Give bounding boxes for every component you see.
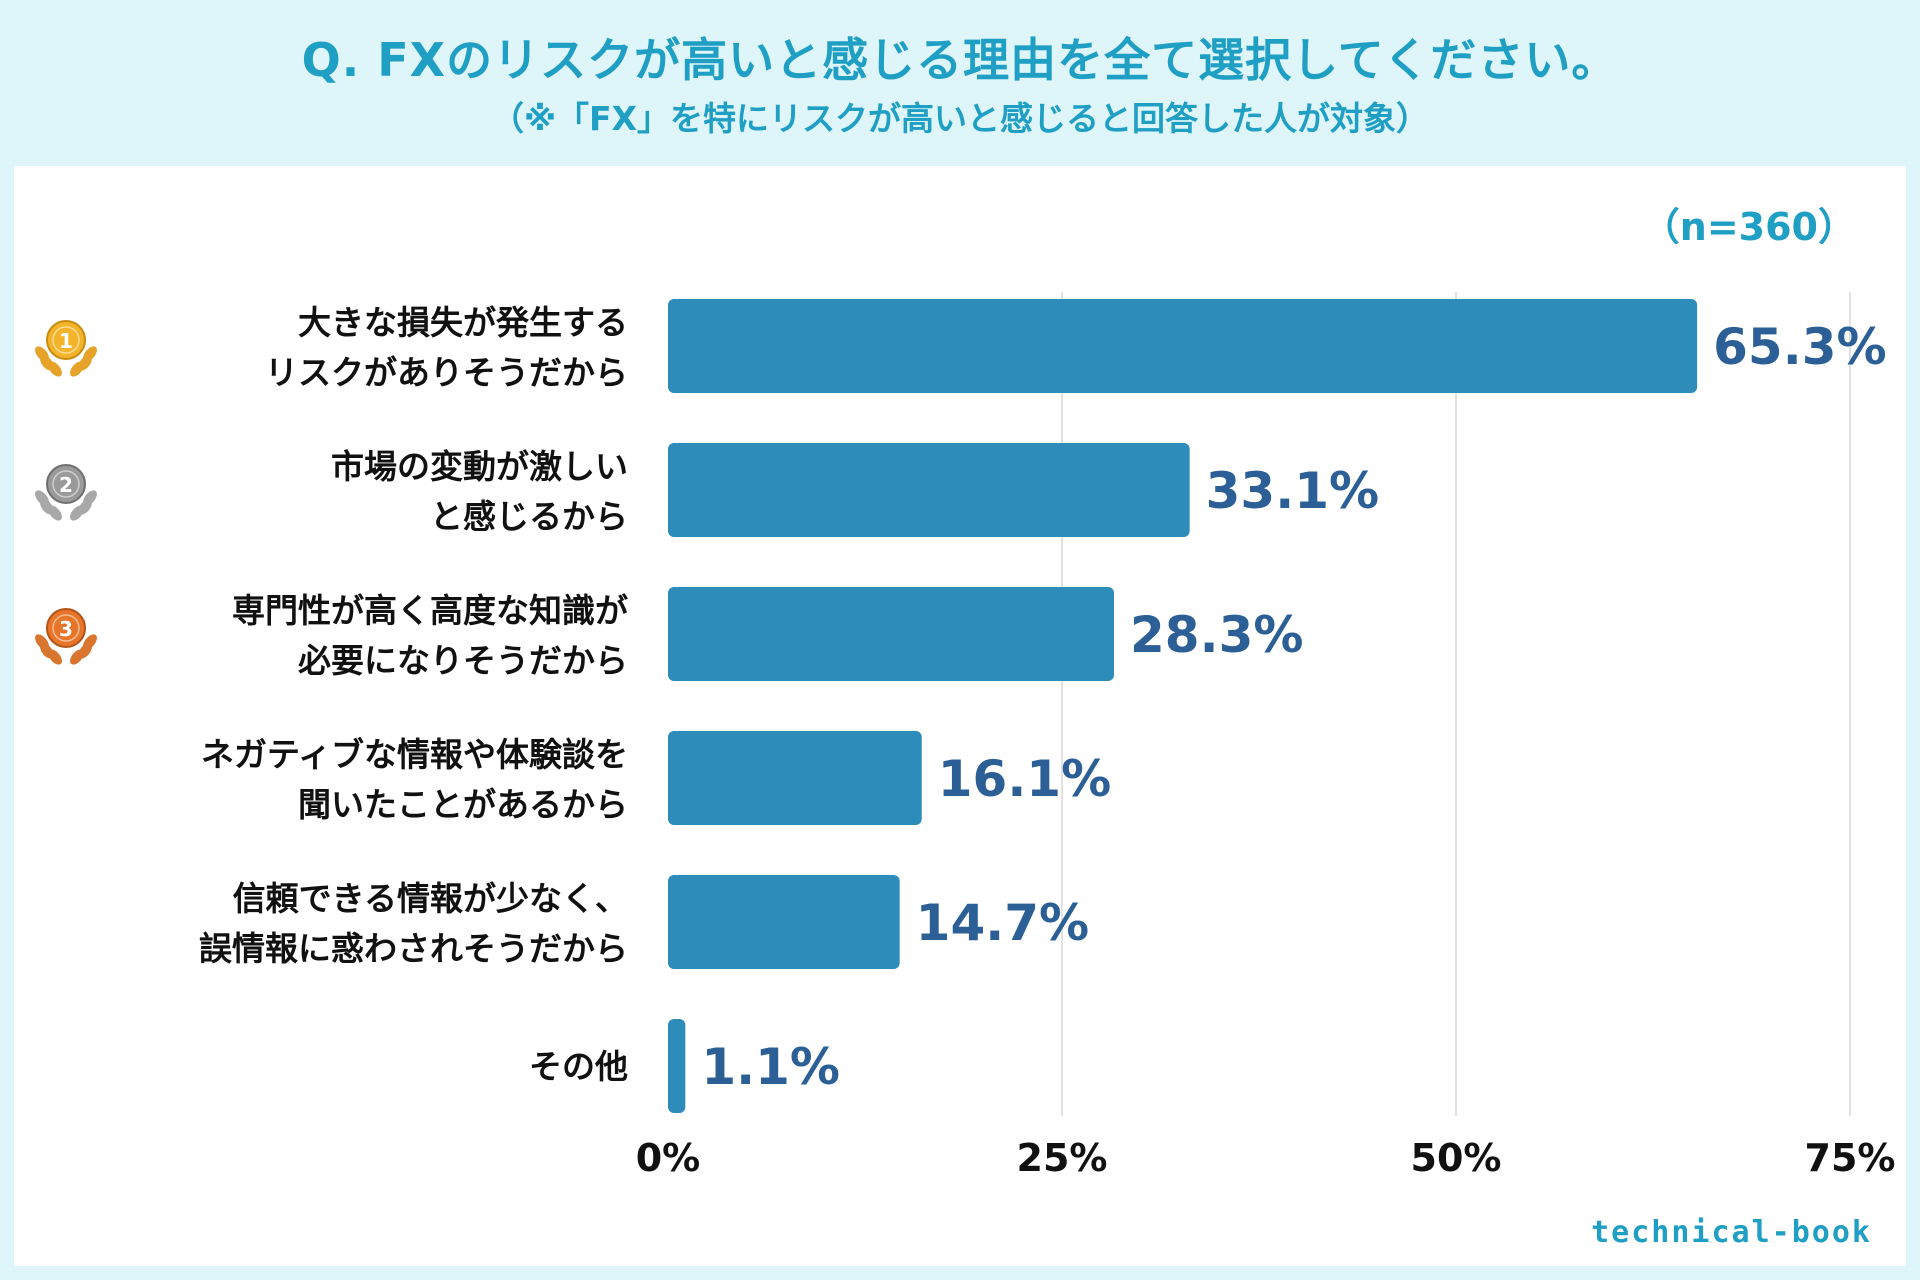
sample-size-label: （n=360） xyxy=(1641,205,1856,249)
x-tick-label-75: 75% xyxy=(1805,1136,1896,1180)
medal-silver-icon: 2 xyxy=(35,464,97,521)
category-label-2: 市場の変動が激しいと感じるから xyxy=(331,447,628,536)
medal-ring xyxy=(52,470,80,498)
value-label-3: 28.3% xyxy=(1130,606,1303,664)
laurel-leaf xyxy=(48,505,62,521)
category-label-line: リスクがありそうだから xyxy=(265,353,628,392)
category-label-4: ネガティブな情報や体験談を聞いたことがあるから xyxy=(201,735,628,824)
header: Q. FXのリスクが高いと感じる理由を全て選択してください。 （※「FX」を特に… xyxy=(0,0,1920,160)
value-label-5: 14.7% xyxy=(916,894,1089,952)
medal-rank-number: 3 xyxy=(59,617,73,641)
laurel-leaf xyxy=(70,649,84,665)
category-label-line: その他 xyxy=(529,1047,628,1086)
laurel-leaf xyxy=(48,649,62,665)
category-label-6: その他 xyxy=(529,1047,628,1086)
value-label-2: 33.1% xyxy=(1206,462,1379,520)
laurel-leaf xyxy=(70,361,84,377)
medal-gold-icon: 1 xyxy=(35,320,97,377)
category-label-line: 大きな損失が発生する xyxy=(298,303,628,342)
bar-5 xyxy=(668,875,900,969)
category-label-5: 信頼できる情報が少なく、誤情報に惑わされそうだから xyxy=(199,879,628,968)
medal-bronze-icon: 3 xyxy=(35,608,97,665)
laurel-leaf xyxy=(70,505,84,521)
bar-chart: 0% 25% 50% 75%65.3%大きな損失が発生するリスクがありそうだから133… xyxy=(35,292,1896,1180)
bar-1 xyxy=(668,299,1698,393)
medal-rank-number: 2 xyxy=(59,473,73,497)
x-tick-label-25: 25% xyxy=(1017,1136,1108,1180)
category-label-1: 大きな損失が発生するリスクがありそうだから xyxy=(265,303,628,392)
chart-title: Q. FXのリスクが高いと感じる理由を全て選択してください。 xyxy=(301,33,1619,87)
medal-ring xyxy=(52,614,80,642)
value-label-6: 1.1% xyxy=(701,1038,840,1096)
medal-ring xyxy=(52,326,80,354)
chart-subtitle: （※「FX」を特にリスクが高いと感じると回答した人が対象） xyxy=(490,99,1430,138)
x-tick-label-0: 0% xyxy=(636,1136,701,1180)
category-label-line: 誤情報に惑わされそうだから xyxy=(199,929,628,968)
category-label-3: 専門性が高く高度な知識が必要になりそうだから xyxy=(232,591,628,680)
bar-2 xyxy=(668,443,1190,537)
category-label-line: ネガティブな情報や体験談を xyxy=(201,735,628,774)
value-label-4: 16.1% xyxy=(938,750,1111,808)
bar-6 xyxy=(668,1019,686,1113)
category-label-line: 信頼できる情報が少なく、 xyxy=(233,879,628,918)
chart-panel: （n=360） 0% 25% 50% 75% 65.3% 大きな損失が発生するリスクがあり… xyxy=(14,166,1906,1266)
medal-rank-number: 1 xyxy=(59,329,73,353)
category-label-line: 専門性が高く高度な知識が xyxy=(232,591,628,630)
value-label-1: 65.3% xyxy=(1713,318,1886,376)
laurel-leaf xyxy=(48,361,62,377)
bar-4 xyxy=(668,731,922,825)
category-label-line: 聞いたことがあるから xyxy=(298,785,628,824)
category-label-line: 必要になりそうだから xyxy=(298,641,628,680)
category-label-line: 市場の変動が激しい xyxy=(331,447,628,486)
category-label-line: と感じるから xyxy=(430,497,628,536)
x-tick-label-50: 50% xyxy=(1411,1136,1502,1180)
brand-logo: technical-book xyxy=(1591,1215,1872,1250)
bar-3 xyxy=(668,587,1115,681)
